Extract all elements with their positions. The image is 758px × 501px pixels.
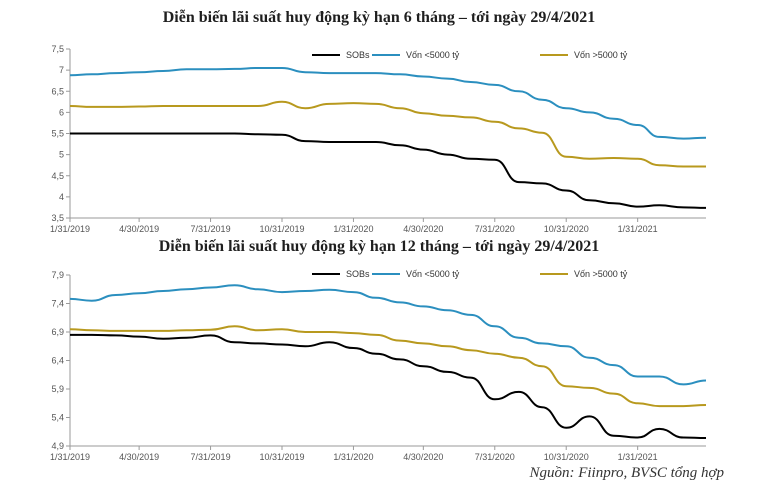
x-tick-label: 7/31/2020 bbox=[475, 452, 515, 462]
y-tick-label: 6 bbox=[59, 107, 64, 117]
source-note: Nguồn: Fiinpro, BVSC tổng hợp bbox=[529, 465, 724, 481]
y-tick-label: 4,5 bbox=[51, 171, 64, 181]
y-tick-label: 5,5 bbox=[51, 129, 64, 139]
series-line-0 bbox=[69, 132, 707, 209]
legend-label-2: Vốn >5000 tỷ bbox=[574, 269, 628, 279]
x-tick-label: 4/30/2020 bbox=[403, 224, 443, 234]
x-tick-label: 1/31/2019 bbox=[50, 452, 90, 462]
y-tick-label: 3,5 bbox=[51, 213, 64, 223]
y-tick-label: 7,5 bbox=[51, 44, 64, 54]
legend-label-0: SOBs bbox=[346, 50, 370, 60]
y-tick-label: 7,9 bbox=[51, 270, 64, 280]
x-tick-label: 1/31/2020 bbox=[333, 224, 373, 234]
legend-label-2: Vốn >5000 tỷ bbox=[574, 50, 628, 60]
series-line-2 bbox=[69, 100, 706, 168]
x-tick-label: 7/31/2019 bbox=[191, 224, 231, 234]
series-line-1 bbox=[69, 284, 707, 386]
x-tick-label: 7/31/2020 bbox=[475, 224, 515, 234]
legend-label-0: SOBs bbox=[346, 269, 370, 279]
x-tick-label: 1/31/2020 bbox=[333, 452, 373, 462]
x-tick-label: 1/31/2019 bbox=[50, 224, 90, 234]
y-tick-label: 4,9 bbox=[51, 441, 64, 451]
y-tick-label: 7 bbox=[59, 65, 64, 75]
x-tick-label: 10/31/2019 bbox=[259, 452, 304, 462]
y-tick-label: 5 bbox=[59, 150, 64, 160]
legend-label-1: Vốn <5000 tỷ bbox=[406, 269, 460, 279]
y-tick-label: 6,5 bbox=[51, 86, 64, 96]
y-tick-label: 6,9 bbox=[51, 327, 64, 337]
x-tick-label: 1/31/2021 bbox=[618, 452, 658, 462]
x-tick-label: 10/31/2020 bbox=[544, 452, 589, 462]
x-tick-label: 10/31/2020 bbox=[544, 224, 589, 234]
series-line-0 bbox=[70, 333, 707, 439]
y-tick-label: 4 bbox=[59, 192, 64, 202]
chart-2-title: Diễn biến lãi suất huy động kỳ hạn 12 th… bbox=[158, 238, 600, 255]
x-tick-label: 4/30/2020 bbox=[403, 452, 443, 462]
chart-1-6-month-deposit-rates: 7,5 7 6,5 6 5,5 5 4,5 4 3,51/31/2019 4/30/2019 7/3… bbox=[50, 44, 707, 234]
y-tick-label: 5,9 bbox=[51, 384, 64, 394]
x-tick-label: 4/30/2019 bbox=[119, 224, 159, 234]
y-tick-label: 7,4 bbox=[51, 299, 64, 309]
chart-1-title: Diễn biến lãi suất huy động kỳ hạn 6 thá… bbox=[162, 9, 596, 26]
x-tick-label: 7/31/2019 bbox=[191, 452, 231, 462]
chart-2-12-month-deposit-rates: 7,9 7,4 6,9 6,4 5,9 5,4 4,91/31/2019 4/30/2019 7… bbox=[50, 269, 707, 462]
series-line-1 bbox=[69, 67, 707, 140]
x-tick-label: 10/31/2019 bbox=[259, 224, 304, 234]
series-line-2 bbox=[69, 325, 707, 408]
x-tick-label: 1/31/2021 bbox=[618, 224, 658, 234]
legend-label-1: Vốn <5000 tỷ bbox=[406, 50, 460, 60]
y-tick-label: 6,4 bbox=[51, 356, 64, 366]
y-tick-label: 5,4 bbox=[51, 413, 64, 423]
x-tick-label: 4/30/2019 bbox=[119, 452, 159, 462]
